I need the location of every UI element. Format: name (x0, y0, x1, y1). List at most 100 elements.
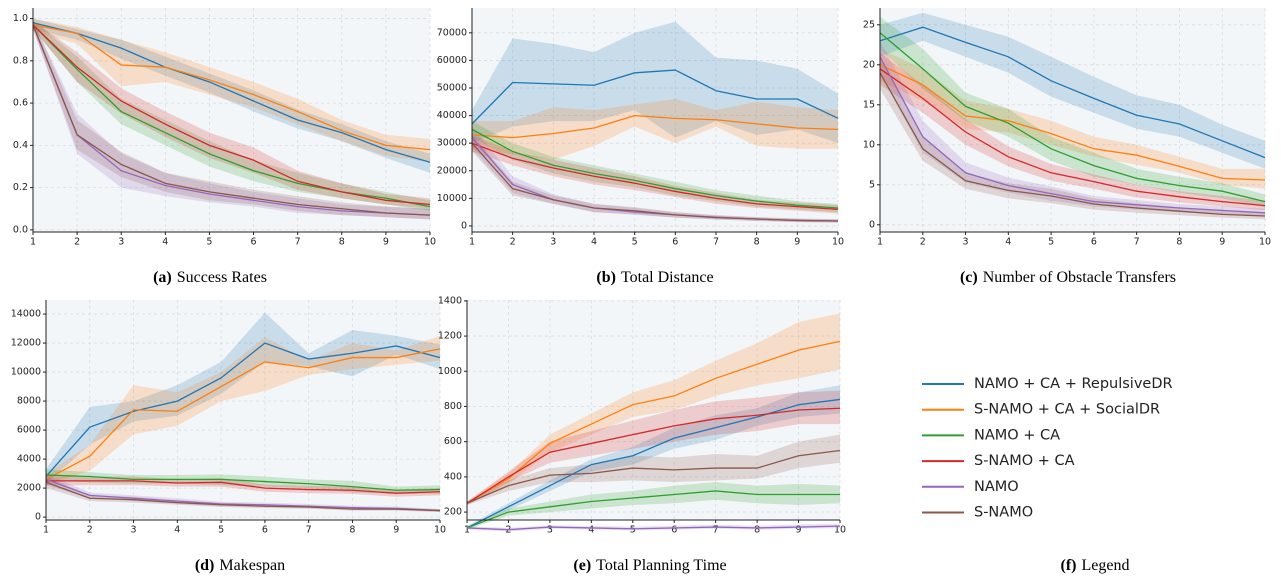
y-tick-label: 20000 (437, 165, 467, 176)
x-tick-label: 4 (174, 525, 180, 536)
plot-area (880, 8, 1265, 232)
x-tick-label: 8 (349, 525, 355, 536)
confidence-band (467, 434, 840, 506)
y-tick-label: 600 (444, 436, 462, 447)
confidence-band (880, 48, 1265, 189)
caption-label: (f) (1061, 557, 1077, 574)
y-tick-label: 200 (444, 507, 462, 518)
y-tick-label: 5 (869, 179, 875, 190)
y-tick-label: 1200 (438, 331, 462, 342)
y-tick-label: 30000 (437, 138, 467, 149)
caption-title: Legend (1082, 557, 1130, 574)
x-tick-label: 1 (464, 525, 470, 536)
y-tick-label: 70000 (437, 27, 467, 38)
x-tick-label: 4 (591, 237, 597, 248)
x-tick-label: 2 (510, 237, 516, 248)
x-tick-label: 1 (877, 237, 883, 248)
y-tick-label: 0 (461, 220, 467, 231)
line (879, 32, 1266, 203)
x-tick-label: 9 (796, 525, 802, 536)
line (471, 114, 839, 139)
x-tick-label: 5 (632, 237, 638, 248)
x-tick-label: 7 (713, 237, 719, 248)
y-tick-label: 25 (863, 19, 875, 30)
y-tick-label: 2000 (17, 483, 41, 494)
x-tick-label: 6 (262, 525, 268, 536)
x-tick-label: 5 (630, 525, 636, 536)
caption: (a) Success Rates (153, 269, 267, 286)
confidence-band (472, 134, 838, 223)
confidence-band (33, 18, 430, 173)
y-tick-label: 40000 (437, 110, 467, 121)
y-tick-label: 14000 (11, 309, 41, 320)
line (32, 22, 431, 163)
caption: (b) Total Distance (596, 269, 713, 286)
x-tick-label: 8 (339, 237, 345, 248)
x-tick-label: 2 (74, 237, 80, 248)
x-tick-label: 8 (754, 237, 760, 248)
x-tick-label: 10 (832, 237, 844, 248)
x-tick-label: 10 (434, 525, 446, 536)
caption-title: Makespan (219, 557, 285, 574)
x-tick-label: 6 (672, 237, 678, 248)
confidence-band (46, 312, 440, 484)
line (466, 407, 841, 504)
line (879, 26, 1266, 159)
confidence-band (880, 40, 1265, 216)
x-tick-label: 10 (424, 237, 436, 248)
y-tick-label: 0.6 (13, 98, 28, 109)
y-tick-label: 0 (35, 512, 41, 523)
confidence-band (33, 20, 430, 211)
caption-label: (e) (573, 557, 591, 574)
confidence-band (46, 335, 440, 486)
confidence-band (880, 16, 1265, 208)
x-tick-label: 7 (295, 237, 301, 248)
x-tick-label: 3 (963, 237, 969, 248)
line (879, 64, 1266, 181)
legend-label: NAMO + CA (974, 427, 1060, 443)
x-tick-label: 3 (550, 237, 556, 248)
confidence-band (880, 52, 1265, 211)
legend-label: S-NAMO + CA (974, 453, 1075, 469)
x-tick-label: 9 (794, 237, 800, 248)
legend-label: S-NAMO (974, 505, 1033, 521)
x-tick-label: 1 (469, 237, 475, 248)
x-tick-label: 6 (251, 237, 257, 248)
caption: (f) Legend (1061, 557, 1130, 574)
y-tick-label: 1000 (438, 366, 462, 377)
confidence-band (46, 469, 440, 494)
x-tick-label: 4 (162, 237, 168, 248)
x-tick-label: 10 (1259, 237, 1271, 248)
line (471, 128, 839, 209)
confidence-band (472, 126, 838, 223)
legend-label: NAMO + CA + RepulsiveDR (974, 376, 1173, 392)
y-tick-label: 60000 (437, 55, 467, 66)
y-tick-label: 8000 (17, 396, 41, 407)
y-tick-label: 0 (869, 219, 875, 230)
confidence-band (880, 12, 1265, 169)
y-tick-label: 0.8 (13, 55, 28, 66)
line (466, 340, 841, 504)
line (32, 24, 431, 208)
y-tick-label: 400 (444, 471, 462, 482)
y-tick-label: 1400 (438, 295, 462, 306)
line (46, 480, 441, 494)
confidence-band (472, 21, 838, 144)
y-tick-label: 15 (863, 99, 875, 110)
line (879, 72, 1266, 217)
legend-label: NAMO (974, 479, 1019, 495)
line (32, 24, 431, 216)
caption: (c) Number of Obstacle Transfers (960, 269, 1176, 286)
confidence-band (467, 313, 840, 506)
x-tick-label: 7 (713, 525, 719, 536)
x-tick-label: 10 (834, 525, 846, 536)
y-tick-label: 12000 (11, 338, 41, 349)
y-tick-label: 0.2 (13, 182, 28, 193)
line (466, 398, 841, 529)
x-tick-label: 9 (393, 525, 399, 536)
x-tick-label: 6 (1091, 237, 1097, 248)
x-tick-label: 8 (1176, 237, 1182, 248)
caption-label: (c) (960, 269, 978, 286)
caption-label: (d) (195, 557, 215, 574)
